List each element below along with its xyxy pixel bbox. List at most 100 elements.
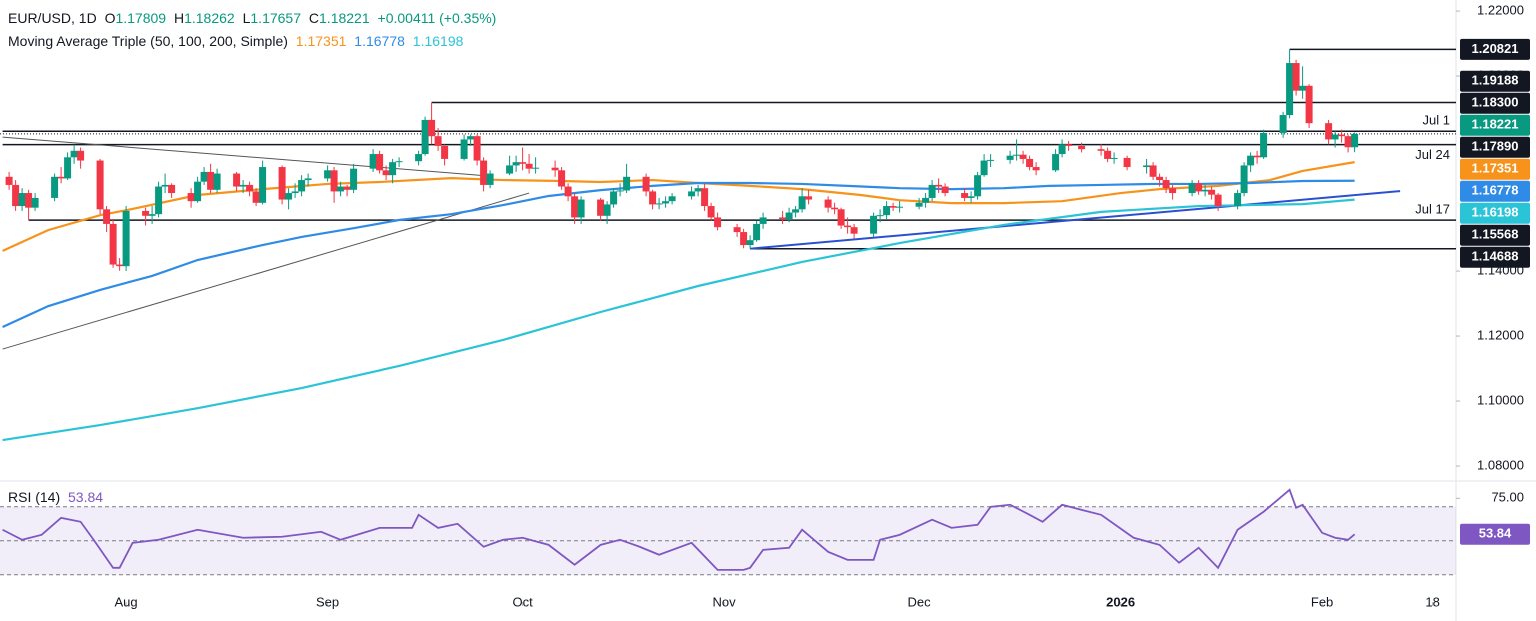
candle-body — [935, 184, 943, 187]
candle-body — [200, 171, 208, 182]
candle-body — [486, 173, 494, 185]
candle-body — [876, 215, 884, 217]
candle-body — [597, 199, 605, 216]
candle-body — [668, 196, 676, 202]
ohlc-value: 1.17657 — [250, 10, 301, 26]
candle-body — [1032, 167, 1040, 171]
candle-body — [233, 173, 241, 187]
price-box-label: 1.18221 — [1472, 117, 1519, 132]
candle-body — [109, 223, 117, 265]
candle-body — [980, 160, 988, 176]
candle-body — [116, 264, 124, 267]
candle-body — [746, 240, 754, 246]
ohlc-label: H — [173, 10, 185, 26]
trendline — [2, 136, 491, 177]
candle-body — [239, 184, 247, 187]
candle-body — [291, 191, 299, 194]
candle-body — [64, 157, 72, 179]
candle-body — [5, 176, 13, 185]
candle-body — [1260, 132, 1268, 158]
candle-body — [1026, 158, 1034, 168]
rsi-price-label: 53.84 — [1479, 526, 1512, 541]
level-name: Jul 1 — [1423, 113, 1450, 128]
candle-body — [1143, 165, 1151, 168]
rsi-tick-label: 75.00 — [1491, 490, 1524, 505]
price-change: +0.00411 (+0.35%) — [377, 10, 497, 26]
candle-body — [688, 191, 696, 197]
candle-body — [1019, 154, 1027, 159]
candle-body — [551, 167, 559, 171]
candle-body — [714, 217, 722, 228]
candle-body — [252, 191, 260, 203]
candle-body — [564, 186, 572, 197]
moving-average — [2, 179, 1355, 328]
candle-body — [161, 184, 169, 187]
price-box — [1460, 202, 1530, 224]
price-box-label: 1.14688 — [1472, 249, 1519, 264]
candle-body — [798, 196, 806, 210]
candle-body — [1065, 144, 1073, 146]
price-box — [1460, 136, 1530, 158]
candle-body — [779, 217, 787, 220]
candle-body — [792, 209, 800, 213]
candle-body — [369, 154, 377, 169]
candle-body — [694, 188, 702, 192]
ma-value: 1.16198 — [412, 33, 464, 49]
rsi-title[interactable]: RSI (14) — [8, 489, 61, 505]
candle-body — [1006, 155, 1014, 160]
candle-body — [18, 193, 26, 207]
indicator-title[interactable]: Moving Average Triple (50, 100, 200, Sim… — [8, 33, 288, 49]
candle-body — [96, 160, 104, 210]
x-tick-label: Dec — [908, 594, 932, 609]
candle-body — [941, 186, 949, 194]
candle-body — [1234, 193, 1242, 207]
candle-body — [298, 180, 306, 192]
candle-body — [376, 154, 384, 171]
candle-body — [1208, 189, 1216, 195]
candle-body — [1123, 157, 1131, 168]
x-tick-label: Feb — [1311, 594, 1333, 609]
y-tick-label: 1.10000 — [1477, 392, 1524, 407]
candle-body — [1214, 194, 1222, 207]
candle-body — [922, 197, 930, 203]
x-tick-label: 2026 — [1106, 594, 1135, 609]
candle-body — [103, 209, 111, 224]
candle-body — [519, 162, 527, 164]
y-tick-label: 1.12000 — [1477, 327, 1524, 342]
candle-body — [51, 176, 59, 198]
candle-body — [246, 184, 254, 192]
candle-body — [987, 159, 995, 161]
candle-body — [194, 181, 202, 202]
candle-body — [187, 193, 195, 202]
candle-body — [1247, 155, 1255, 166]
candle-body — [824, 199, 832, 208]
indicator-header: Moving Average Triple (50, 100, 200, Sim… — [8, 33, 467, 49]
candle-body — [655, 203, 663, 205]
candle-body — [304, 178, 312, 181]
trendline — [750, 190, 1401, 250]
ohlc-value: 1.17809 — [115, 10, 167, 26]
candle-body — [1351, 133, 1359, 148]
ohlc-value: 1.18221 — [319, 10, 370, 26]
candle-body — [207, 171, 215, 190]
price-box — [1460, 114, 1530, 136]
candle-body — [1162, 180, 1170, 189]
candle-body — [649, 191, 657, 205]
candle-body — [389, 162, 397, 176]
candle-body — [733, 227, 741, 233]
level-name: Jul 24 — [1415, 147, 1450, 162]
candle-body — [1338, 134, 1346, 137]
candle-body — [642, 176, 650, 192]
rsi-header: RSI (14) 53.84 — [8, 489, 107, 505]
candle-body — [961, 193, 969, 198]
candle-body — [1240, 165, 1248, 194]
candle-body — [330, 170, 338, 192]
candle-body — [1325, 123, 1333, 140]
price-box-label: 1.19188 — [1472, 73, 1519, 88]
trendline — [2, 192, 530, 350]
candle-body — [1110, 157, 1118, 159]
price-box — [1460, 224, 1530, 246]
symbol[interactable]: EUR/USD, 1D — [8, 10, 97, 26]
